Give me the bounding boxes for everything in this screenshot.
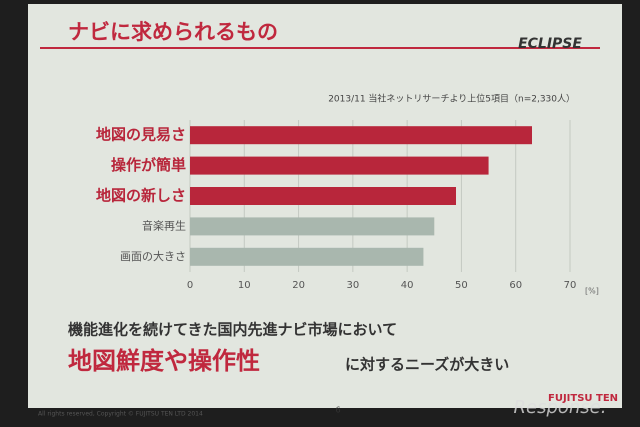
- page-number: 6: [335, 406, 340, 415]
- y-tick-label: 地図の新しさ: [96, 187, 186, 205]
- y-tick-label: 画面の大きさ: [120, 249, 186, 263]
- x-tick-label: 30: [346, 280, 359, 291]
- watermark: Response.: [514, 397, 607, 418]
- x-tick-label: 20: [292, 280, 305, 291]
- message-line: 機能進化を続けてきた国内先進ナビ市場において: [68, 321, 397, 339]
- y-tick-label: 地図の見易さ: [96, 126, 186, 144]
- x-tick-label: 0: [187, 280, 193, 291]
- footer: All rights reserved, Copyright © FUJITSU…: [38, 411, 203, 418]
- company: FUJITSU TEN: [548, 393, 618, 404]
- slide: [28, 4, 622, 408]
- x-unit: [%]: [585, 287, 599, 296]
- chart-title: ナビに求められるもの: [68, 20, 278, 44]
- logo: ECLIPSE: [518, 36, 582, 52]
- x-tick-label: 50: [455, 280, 468, 291]
- message-line: に対するニーズが大きい: [345, 356, 509, 374]
- bar: [190, 217, 435, 236]
- x-tick-label: 60: [509, 280, 522, 291]
- bar: [190, 247, 424, 266]
- y-tick-label: 操作が簡単: [111, 156, 186, 174]
- bar: [190, 126, 532, 145]
- y-tick-label: 音楽再生: [142, 218, 186, 232]
- x-tick-label: 10: [238, 280, 251, 291]
- x-tick-label: 40: [401, 280, 414, 291]
- message-emphasis: 地図鮮度や操作性: [68, 347, 260, 375]
- chart-note: 2013/11 当社ネットリサーチより上位5項目（n=2,330人）: [328, 93, 575, 105]
- x-tick-label: 70: [564, 280, 577, 291]
- bar: [190, 187, 456, 205]
- bar: [190, 156, 489, 175]
